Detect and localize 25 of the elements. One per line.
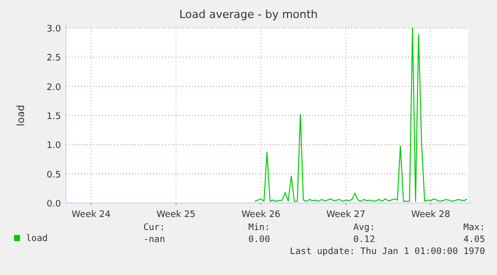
x-tick-label: Week 25: [156, 210, 196, 220]
y-tick-label: 1.0: [46, 141, 62, 152]
y-tick-label: 0.5: [46, 170, 61, 180]
line-series: [254, 28, 468, 202]
y-tick-label: 1.5: [46, 112, 61, 122]
text: 0.12: [353, 235, 375, 245]
text: Last update: Thu Jan 1 01:00:00 1970: [290, 247, 485, 257]
text: Max:: [463, 223, 485, 233]
chart-title: Load average - by month: [179, 8, 318, 21]
text: Avg:: [353, 223, 375, 233]
x-tick-label: Week 26: [241, 210, 281, 220]
y-tick-label: 2.0: [46, 82, 62, 93]
text: 0.00: [248, 235, 270, 245]
legend-label: load: [26, 234, 48, 244]
y-axis-title: load: [16, 104, 27, 126]
x-tick-label: Week 24: [72, 210, 111, 220]
x-tick-label: Week 28: [411, 210, 450, 220]
y-tick-label: 0.0: [46, 200, 62, 210]
x-tick-label: Week 27: [326, 210, 366, 220]
y-tick-label: 3.0: [46, 24, 62, 34]
text: Cur:: [143, 223, 165, 233]
text: Min:: [248, 223, 270, 233]
text: -nan: [143, 235, 165, 245]
y-tick-label: 2.5: [46, 54, 61, 64]
text: 4.05: [463, 235, 485, 245]
